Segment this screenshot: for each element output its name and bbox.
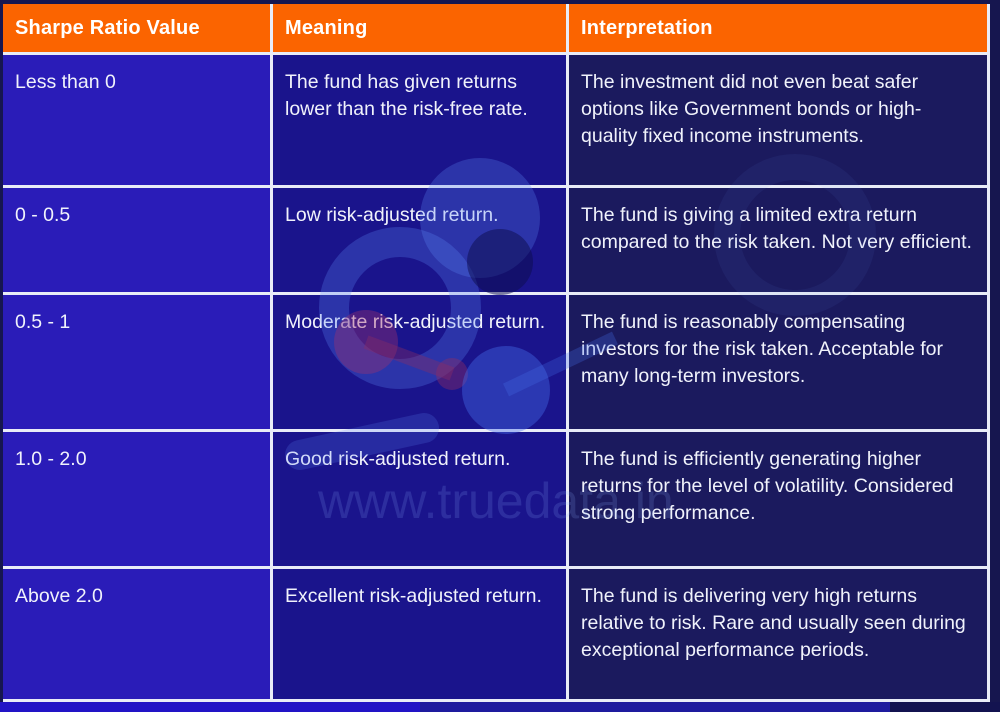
- cell-value-row1: Less than 0: [3, 55, 270, 185]
- cell-interpretation-row1: The investment did not even beat safer o…: [569, 55, 987, 185]
- cell-meaning-row2: Low risk-adjusted return.: [273, 188, 566, 292]
- cell-interpretation-row4: The fund is efficiently generating highe…: [569, 432, 987, 566]
- cell-value-row2: 0 - 0.5: [3, 188, 270, 292]
- cell-meaning-row4: Good risk-adjusted return.: [273, 432, 566, 566]
- column-header-sharpe-ratio-value: Sharpe Ratio Value: [3, 4, 270, 52]
- cell-interpretation-row5: The fund is delivering very high returns…: [569, 569, 987, 699]
- sharpe-ratio-table: Sharpe Ratio Value Meaning Interpretatio…: [3, 4, 990, 702]
- cell-meaning-row3: Moderate risk-adjusted return.: [273, 295, 566, 429]
- column-header-meaning: Meaning: [273, 4, 566, 52]
- cell-value-row3: 0.5 - 1: [3, 295, 270, 429]
- cell-meaning-row1: The fund has given returns lower than th…: [273, 55, 566, 185]
- cell-interpretation-row2: The fund is giving a limited extra retur…: [569, 188, 987, 292]
- cell-value-row4: 1.0 - 2.0: [3, 432, 270, 566]
- cell-interpretation-row3: The fund is reasonably compensating inve…: [569, 295, 987, 429]
- cell-meaning-row5: Excellent risk-adjusted return.: [273, 569, 566, 699]
- background-strip: [0, 702, 1000, 712]
- column-header-interpretation: Interpretation: [569, 4, 987, 52]
- cell-value-row5: Above 2.0: [3, 569, 270, 699]
